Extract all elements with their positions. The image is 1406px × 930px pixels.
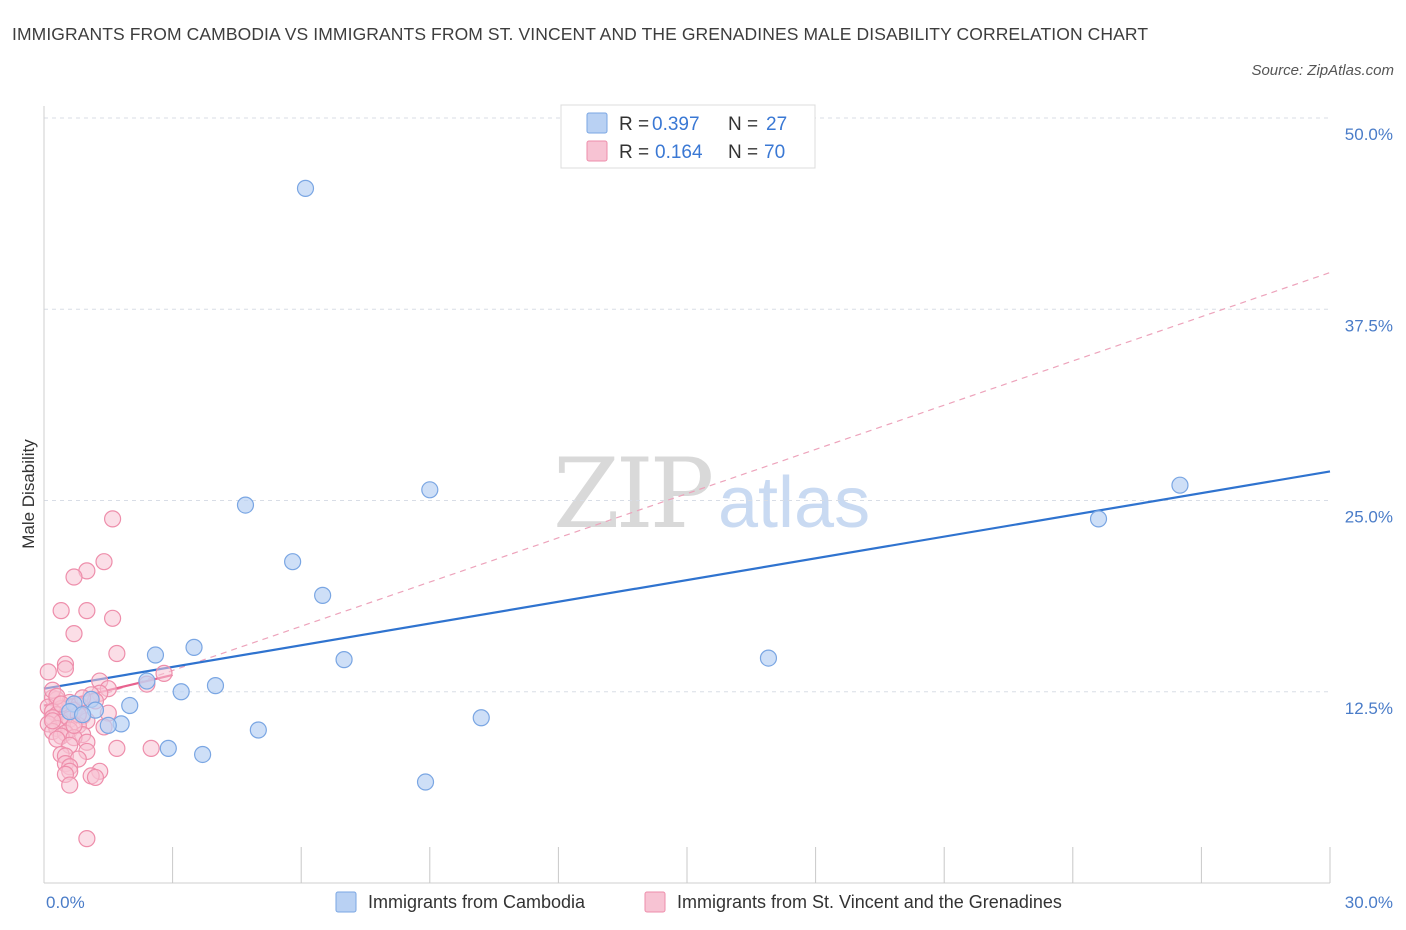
legend-pink-r-label: R = <box>619 142 649 163</box>
blue-point-20 <box>99 716 117 735</box>
pink-point-11 <box>39 663 57 681</box>
x-tick-label-max: 30.0% <box>1345 893 1393 912</box>
pink-point-61 <box>78 830 96 848</box>
blue-point-9 <box>416 773 435 791</box>
trend-lines <box>43 271 1331 716</box>
pink-extended-trend-line <box>43 271 1331 716</box>
blue-point-21 <box>249 721 267 739</box>
legend-blue-r-label: R = <box>619 114 649 135</box>
blue-point-11 <box>185 638 203 656</box>
blue-point-15 <box>121 696 139 715</box>
bottom-legend-blue-swatch <box>335 891 357 913</box>
tick-labels: 12.5% 25.0% 37.5% 50.0% 0.0% 30.0% <box>46 125 1393 912</box>
legend: R = 0.397 N = 27 R = 0.164 N = 70 <box>560 104 816 169</box>
legend-pink-swatch <box>586 140 608 162</box>
pink-point-65 <box>43 712 62 730</box>
legend-pink-n-value: 70 <box>764 142 785 163</box>
pink-point-1 <box>95 553 113 571</box>
legend-blue-swatch <box>586 112 608 134</box>
y-tick-label-2: 37.5% <box>1345 316 1393 335</box>
blue-point-12 <box>146 646 165 664</box>
grid-lines <box>44 117 1330 693</box>
bottom-legend-pink-swatch <box>644 891 666 913</box>
y-tick-label-0: 12.5% <box>1345 699 1393 718</box>
pink-point-60 <box>61 776 79 794</box>
pink-point-6 <box>103 609 122 627</box>
pink-point-10 <box>56 660 75 678</box>
blue-point-2 <box>284 553 302 571</box>
blue-point-13 <box>206 677 225 695</box>
pink-point-5 <box>78 602 96 620</box>
legend-pink-r-value: 0.164 <box>655 142 703 163</box>
pink-point-7 <box>65 625 83 643</box>
blue-point-14 <box>172 683 190 701</box>
legend-pink-n-label: N = <box>728 142 758 163</box>
blue-point-6 <box>1089 510 1108 528</box>
source-label: Source: ZipAtlas.com <box>1251 62 1394 79</box>
legend-blue-n-label: N = <box>728 114 758 135</box>
bottom-legend-blue-label: Immigrants from Cambodia <box>368 892 586 912</box>
bottom-legend: Immigrants from Cambodia Immigrants from… <box>335 891 1062 913</box>
blue-trend-line <box>43 470 1331 690</box>
y-axis-label: Male Disability <box>19 439 38 549</box>
data-points <box>39 179 1189 848</box>
legend-blue-n-value: 27 <box>766 114 787 135</box>
watermark-zip: ZIP <box>553 438 712 550</box>
y-tick-label-3: 50.0% <box>1345 125 1393 144</box>
watermark: ZIP atlas <box>553 438 870 550</box>
pink-point-3 <box>65 568 83 586</box>
y-tick-label-1: 25.0% <box>1345 508 1393 527</box>
blue-point-1 <box>236 496 255 514</box>
blue-point-3 <box>314 586 332 604</box>
pink-point-48 <box>142 739 160 757</box>
chart-title: IMMIGRANTS FROM CAMBODIA VS IMMIGRANTS F… <box>12 24 1149 44</box>
axes <box>43 106 1331 884</box>
blue-point-10 <box>335 651 353 669</box>
pink-point-8 <box>108 644 126 663</box>
legend-blue-r-value: 0.397 <box>652 114 700 135</box>
blue-point-16 <box>138 672 156 690</box>
blue-point-26 <box>73 706 92 724</box>
blue-point-22 <box>194 745 212 764</box>
pink-point-12 <box>155 664 173 682</box>
blue-point-7 <box>759 649 778 667</box>
blue-point-8 <box>472 709 490 727</box>
blue-point-4 <box>421 481 439 499</box>
blue-point-0 <box>296 179 315 197</box>
pink-point-4 <box>52 602 70 620</box>
pink-point-59 <box>86 768 105 787</box>
blue-point-23 <box>159 739 177 757</box>
watermark-atlas: atlas <box>718 463 870 543</box>
x-tick-label-min: 0.0% <box>46 893 85 912</box>
bottom-legend-pink-label: Immigrants from St. Vincent and the Gren… <box>677 892 1062 912</box>
blue-point-5 <box>1171 476 1189 494</box>
pink-point-0 <box>103 510 122 528</box>
pink-point-47 <box>108 739 126 757</box>
